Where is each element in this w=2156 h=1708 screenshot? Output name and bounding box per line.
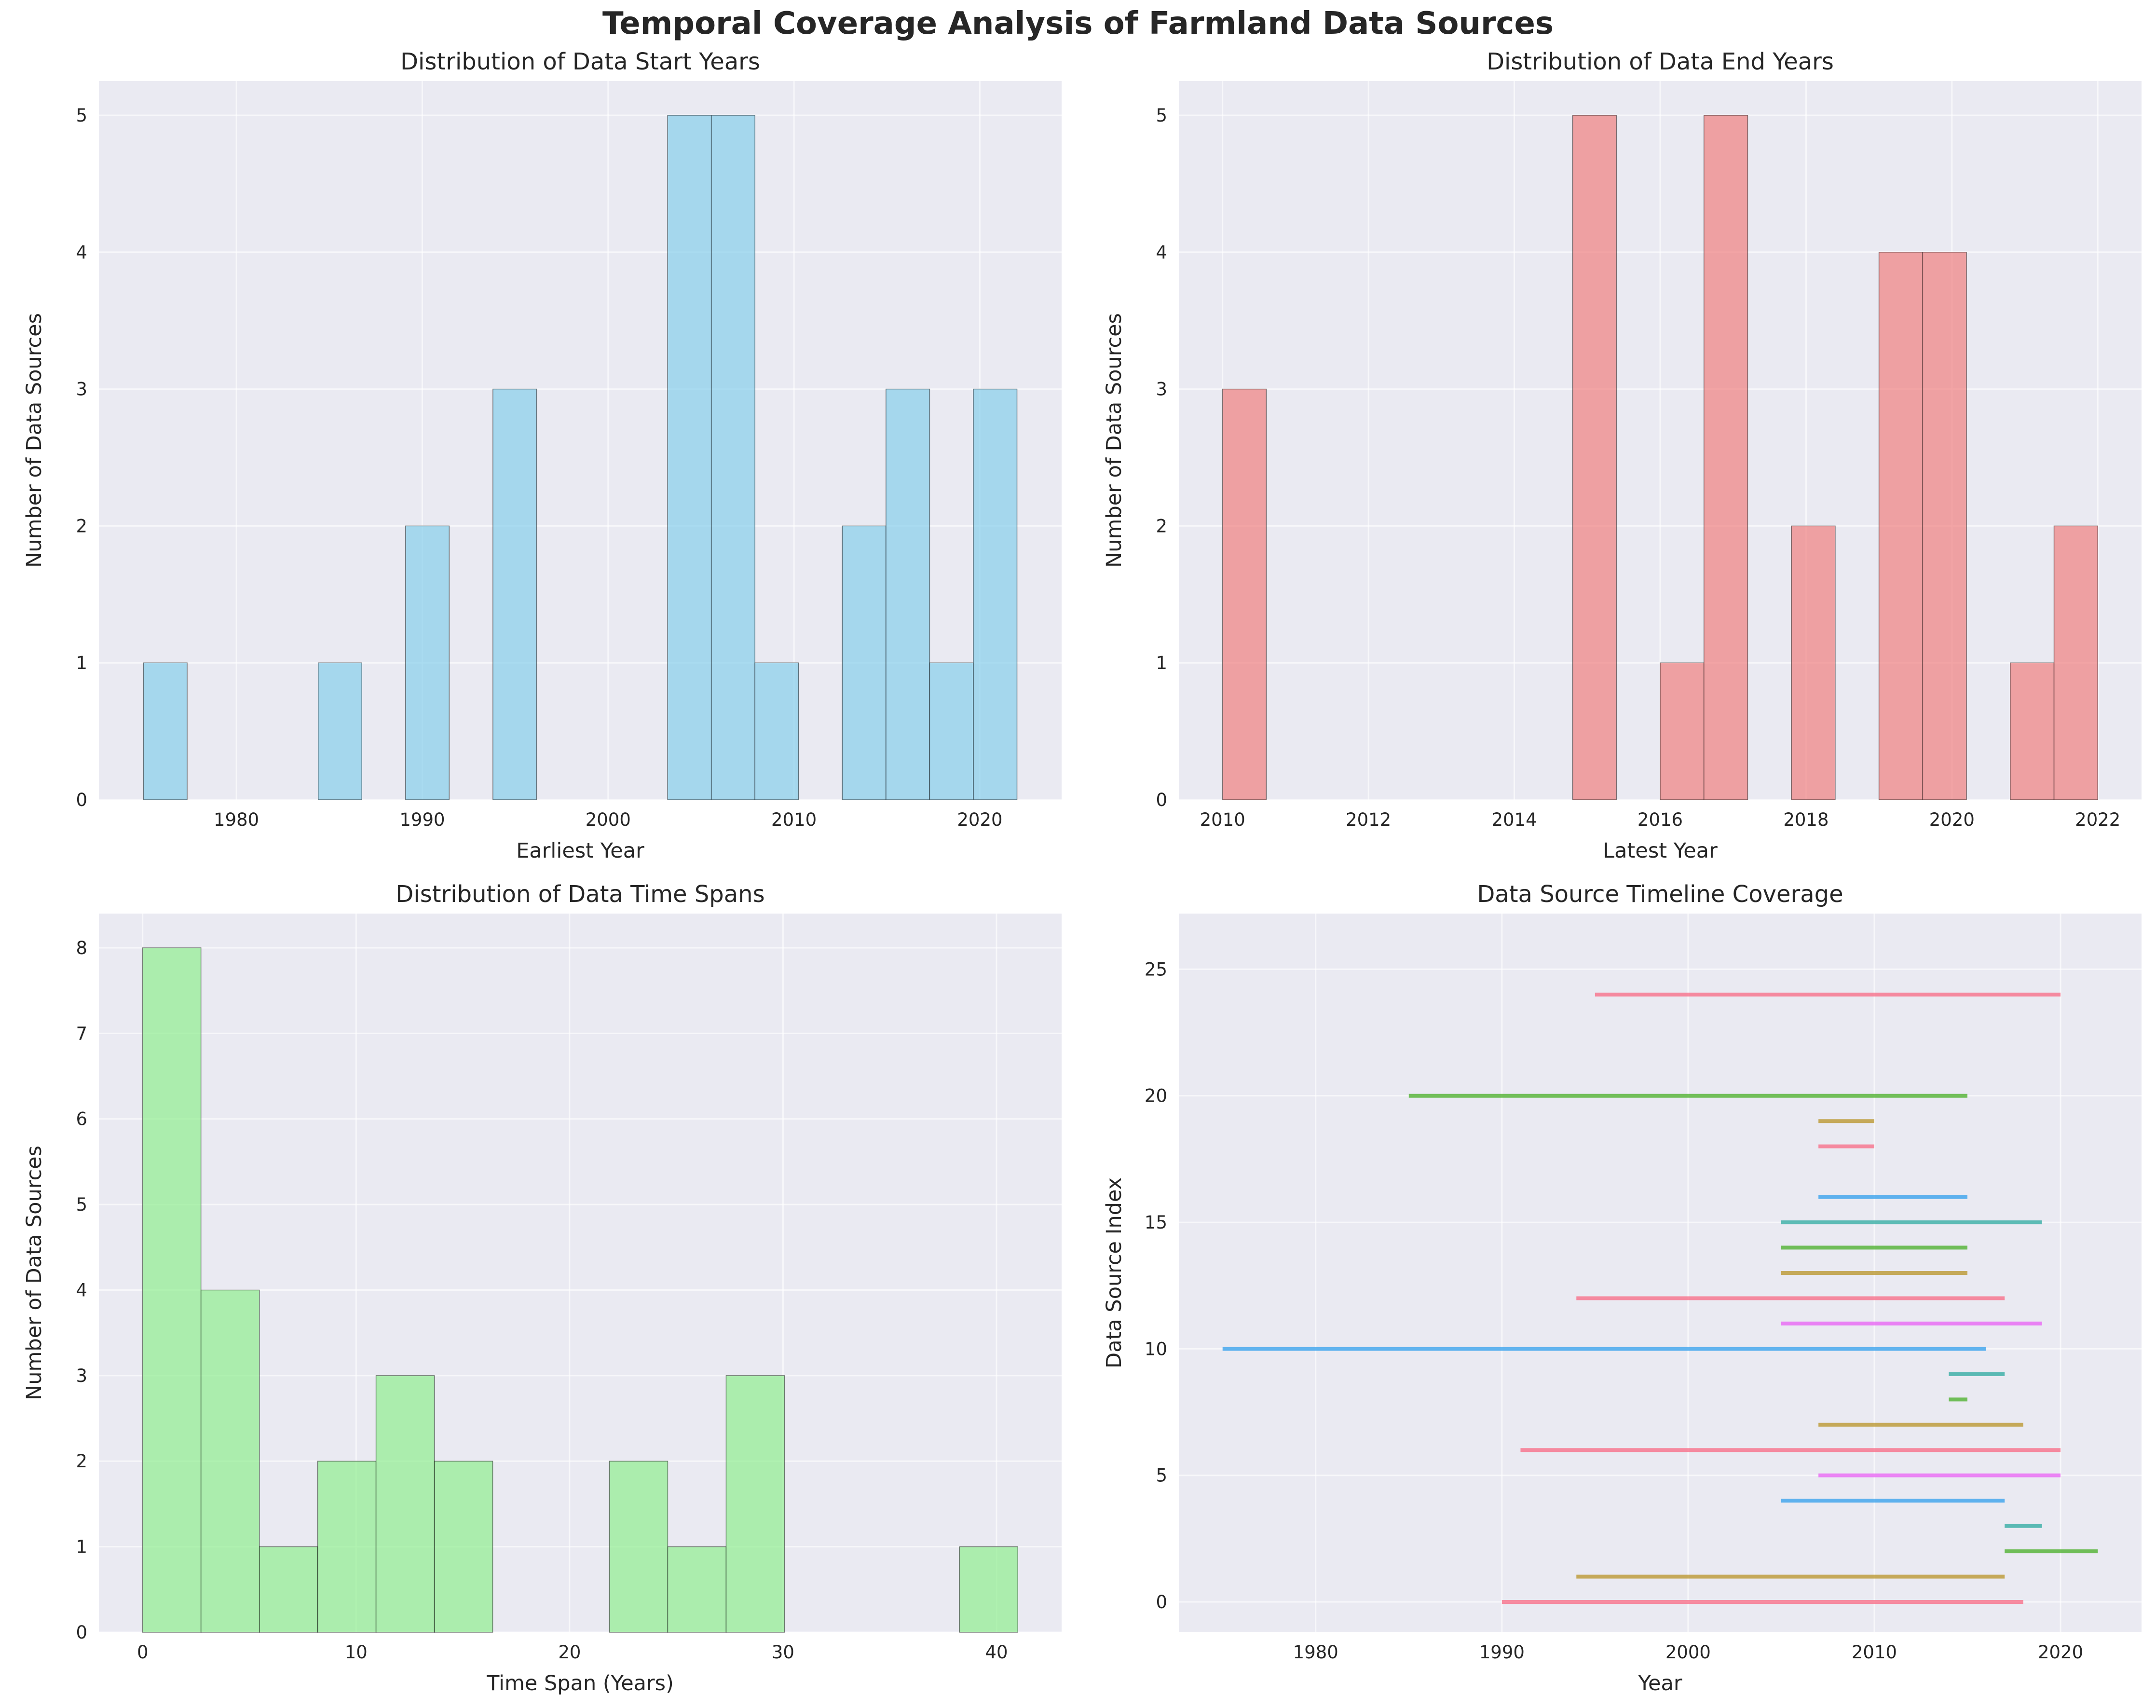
histogram-bar (1922, 252, 1967, 800)
y-tick-label: 15 (1145, 1212, 1167, 1233)
x-tick-label: 2000 (586, 809, 631, 830)
y-axis-label: Number of Data Sources (1102, 313, 1126, 568)
histogram-bar (317, 1461, 377, 1633)
subplot-2: 2010 2012 2014 2016 2018 2020 2022 0 1 2 3 4 5 Distri… (1102, 48, 2142, 863)
y-axis-label: Number of Data Sources (22, 1146, 46, 1400)
histogram-bar (929, 662, 974, 800)
histogram-bar (1791, 525, 1836, 800)
x-tick-label: 2016 (1637, 809, 1683, 830)
y-tick-label: 3 (76, 379, 87, 400)
x-tick-label: 40 (985, 1642, 1008, 1663)
x-axis-label: Year (1637, 1671, 1682, 1695)
y-tick-label: 0 (76, 790, 87, 810)
y-axis-label: Number of Data Sources (22, 313, 46, 568)
histogram-bar (317, 662, 362, 800)
y-tick-label: 8 (76, 938, 87, 958)
y-tick-label: 4 (76, 1280, 87, 1300)
y-tick-label: 5 (76, 1194, 87, 1215)
histogram-bar (492, 388, 537, 800)
x-tick-label: 2012 (1346, 809, 1391, 830)
x-tick-label: 30 (772, 1642, 794, 1663)
y-tick-label: 4 (1156, 242, 1167, 263)
x-axis-label: Time Span (Years) (486, 1671, 674, 1695)
histogram-bar (1660, 662, 1705, 800)
histogram-bar (434, 1461, 493, 1633)
subplot-4: 1980 1990 2000 2010 2020 0 5 10 15 20 25 Data Sourc… (1102, 881, 2142, 1695)
histogram-bar (710, 115, 755, 800)
y-tick-label: 0 (1156, 1592, 1167, 1612)
x-tick-label: 2020 (1929, 809, 1975, 830)
x-axis-label: Latest Year (1603, 839, 1718, 863)
y-tick-label: 25 (1145, 959, 1167, 980)
y-axis-label: Data Source Index (1102, 1177, 1126, 1368)
histogram-bar (2053, 525, 2099, 800)
x-tick-label: 10 (345, 1642, 368, 1663)
y-tick-label: 5 (76, 105, 87, 126)
y-tick-label: 1 (76, 1537, 87, 1558)
histogram-bar (667, 115, 712, 800)
subplot-title: Distribution of Data Start Years (400, 48, 760, 75)
y-tick-label: 7 (76, 1023, 87, 1044)
y-tick-label: 1 (1156, 653, 1167, 673)
histogram-bar (1878, 252, 1924, 800)
y-tick-label: 0 (1156, 790, 1167, 810)
histogram-bar (842, 525, 887, 800)
subplot-title: Data Source Timeline Coverage (1477, 881, 1843, 908)
y-tick-label: 5 (1156, 105, 1167, 126)
histogram-bar (1703, 115, 1748, 800)
x-axis-label: Earliest Year (516, 839, 644, 863)
histogram-bar (754, 662, 799, 800)
figure-title: Temporal Coverage Analysis of Farmland D… (602, 6, 1554, 41)
x-tick-label: 2020 (2038, 1642, 2083, 1663)
histogram-bar (1222, 388, 1267, 800)
x-tick-label: 1980 (1293, 1642, 1338, 1663)
y-tick-label: 2 (76, 516, 87, 536)
histogram-bar (609, 1461, 669, 1633)
y-tick-label: 5 (1156, 1465, 1167, 1486)
x-tick-label: 1980 (214, 809, 259, 830)
x-tick-label: 0 (137, 1642, 149, 1663)
y-tick-label: 20 (1145, 1086, 1167, 1107)
y-tick-label: 3 (1156, 379, 1167, 400)
histogram-bar (142, 947, 202, 1633)
histogram-bar (200, 1289, 260, 1633)
histogram-bar (973, 388, 1018, 800)
histogram-bar (405, 525, 450, 800)
histogram-bar (2010, 662, 2055, 800)
subplot-title: Distribution of Data Time Spans (396, 881, 764, 908)
x-tick-label: 1990 (1479, 1642, 1525, 1663)
subplot-title: Distribution of Data End Years (1487, 48, 1834, 75)
histogram-bar (259, 1546, 318, 1633)
histogram-bar (143, 662, 188, 800)
y-tick-label: 10 (1145, 1339, 1167, 1359)
x-tick-label: 20 (558, 1642, 581, 1663)
y-tick-label: 4 (76, 242, 87, 263)
histogram-bar (1572, 115, 1617, 800)
x-tick-label: 2018 (1783, 809, 1829, 830)
histogram-bar (725, 1375, 785, 1633)
histogram-bar (375, 1375, 435, 1633)
x-tick-label: 1990 (399, 809, 445, 830)
histogram-bar (886, 388, 930, 800)
x-tick-label: 2010 (1200, 809, 1245, 830)
y-tick-label: 2 (1156, 516, 1167, 536)
x-tick-label: 2022 (2075, 809, 2120, 830)
y-tick-label: 0 (76, 1622, 87, 1643)
x-tick-label: 2010 (771, 809, 817, 830)
y-tick-label: 3 (76, 1366, 87, 1386)
x-tick-label: 2010 (1852, 1642, 1897, 1663)
histogram-bar (959, 1546, 1019, 1633)
x-tick-label: 2014 (1491, 809, 1537, 830)
subplot-1: 1980 1990 2000 2010 2020 0 1 2 3 4 5 Distribution o… (22, 48, 1062, 863)
subplot-3: 0 10 20 30 40 0 1 2 3 4 5 6 7 8 Distribution of Data T… (22, 881, 1062, 1695)
y-tick-label: 1 (76, 653, 87, 673)
plot-background (1179, 914, 2142, 1632)
y-tick-label: 6 (76, 1109, 87, 1130)
histogram-bar (667, 1546, 727, 1633)
x-tick-label: 2000 (1665, 1642, 1711, 1663)
x-tick-label: 2020 (957, 809, 1002, 830)
y-tick-label: 2 (76, 1451, 87, 1472)
